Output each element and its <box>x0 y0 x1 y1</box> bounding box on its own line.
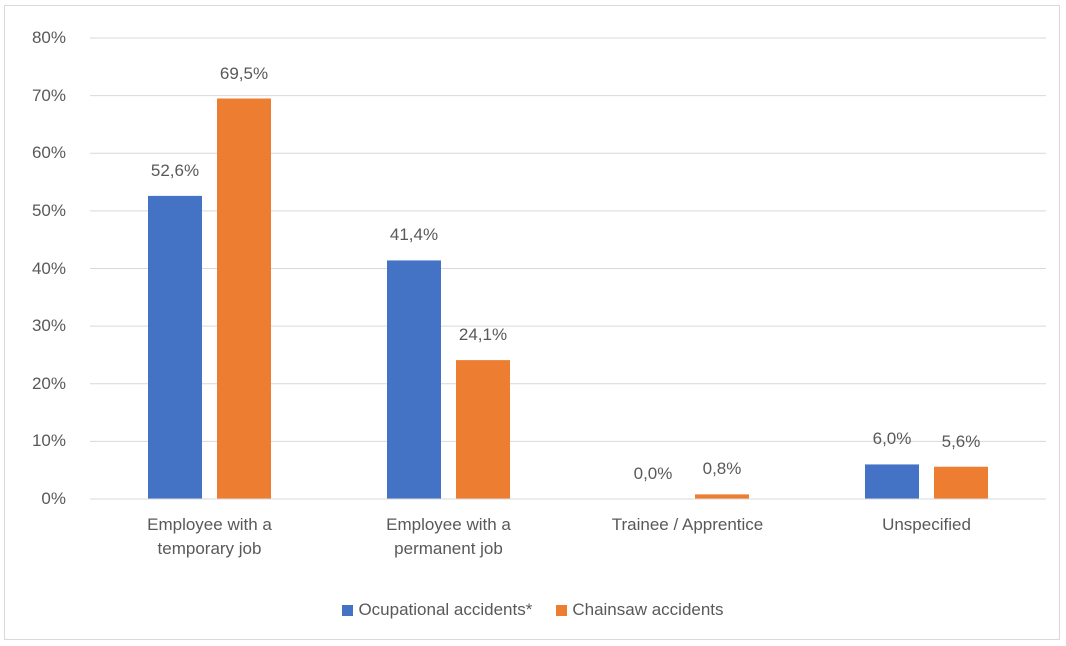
legend-swatch <box>556 604 568 616</box>
legend-label: Chainsaw accidents <box>572 600 724 619</box>
data-label: 52,6% <box>150 160 200 180</box>
legend-swatch <box>342 604 354 616</box>
bar <box>148 195 202 499</box>
chart-border <box>4 5 1060 640</box>
y-tick-label: 20% <box>31 373 66 393</box>
data-label: 24,1% <box>458 325 508 345</box>
y-tick-label: 60% <box>31 143 66 163</box>
data-label: 0,0% <box>633 464 673 483</box>
y-tick-label: 10% <box>31 431 66 451</box>
y-tick-label: 0% <box>41 489 66 508</box>
y-tick-label: 40% <box>31 258 66 278</box>
y-tick-label: 30% <box>31 316 66 336</box>
bar <box>387 260 441 499</box>
bar <box>865 464 919 499</box>
x-tick-label: Employee with a permanent job <box>386 515 511 558</box>
data-label: 5,6% <box>941 431 981 451</box>
bar <box>456 360 510 499</box>
legend: Ocupational accidents* Chainsaw accidents <box>0 600 1066 620</box>
y-tick-label: 80% <box>31 28 66 47</box>
y-tick-label: 50% <box>31 200 66 220</box>
data-label: 41,4% <box>389 225 439 245</box>
bar <box>695 494 749 499</box>
x-tick-label: Unspecified <box>882 515 971 534</box>
data-label: 69,5% <box>219 63 269 83</box>
data-label: 6,0% <box>872 429 912 449</box>
y-tick-label: 70% <box>31 85 66 105</box>
data-label: 0,8% <box>702 459 742 479</box>
legend-label: Ocupational accidents* <box>358 600 533 619</box>
x-tick-label: Trainee / Apprentice <box>611 515 764 534</box>
legend-item: Chainsaw accidents <box>556 600 724 620</box>
x-tick-label: Employee with a temporary job <box>147 515 272 558</box>
bar <box>934 466 988 499</box>
legend-item: Ocupational accidents* <box>342 600 532 620</box>
bar <box>217 98 271 499</box>
